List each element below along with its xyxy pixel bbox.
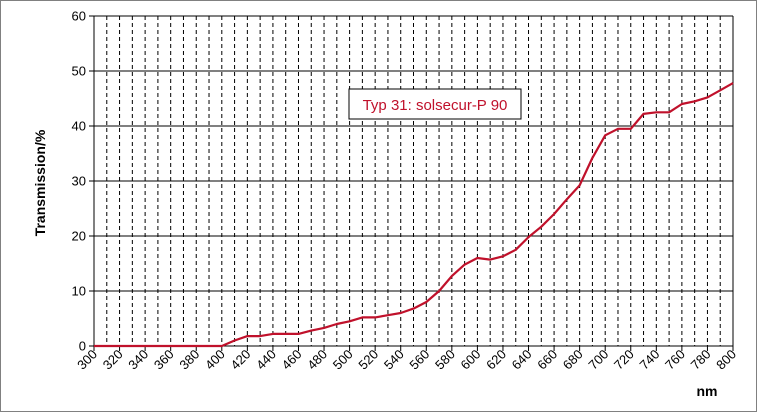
x-tick-label: 500 bbox=[330, 347, 356, 373]
y-tick-label: 10 bbox=[72, 284, 86, 299]
x-tick-label: 380 bbox=[176, 347, 202, 373]
x-tick-label: 460 bbox=[279, 347, 305, 373]
x-tick-label: 420 bbox=[228, 347, 254, 373]
x-tick-label: 400 bbox=[202, 347, 228, 373]
x-tick-label: 660 bbox=[534, 347, 560, 373]
x-tick-label: 740 bbox=[636, 347, 662, 373]
x-tick-label: 480 bbox=[304, 347, 330, 373]
legend: Typ 31: solsecur-P 90 bbox=[348, 88, 522, 120]
x-tick-label: 680 bbox=[560, 347, 586, 373]
series-line-0 bbox=[94, 82, 734, 348]
x-tick-label: 580 bbox=[432, 347, 458, 373]
x-tick-label: 640 bbox=[509, 347, 535, 373]
y-tick-label: 20 bbox=[72, 229, 86, 244]
x-tick-label: 520 bbox=[355, 347, 381, 373]
y-tick-label: 0 bbox=[79, 339, 86, 354]
axes bbox=[89, 15, 734, 351]
x-tick-label: 360 bbox=[151, 347, 177, 373]
y-tick-label: 40 bbox=[72, 119, 86, 134]
x-tick-label: 780 bbox=[688, 347, 714, 373]
legend-label: Typ 31: solsecur-P 90 bbox=[363, 97, 508, 114]
x-axis-title: nm bbox=[697, 383, 718, 399]
y-axis-title: Transmission/% bbox=[32, 129, 48, 236]
x-tick-label: 700 bbox=[585, 347, 611, 373]
x-tick-label: 320 bbox=[100, 347, 126, 373]
grid bbox=[94, 15, 733, 346]
x-tick-label: 600 bbox=[458, 347, 484, 373]
y-tick-label: 50 bbox=[72, 64, 86, 79]
x-tick-label: 540 bbox=[381, 347, 407, 373]
legend-box bbox=[348, 88, 522, 120]
y-tick-label: 30 bbox=[72, 174, 86, 189]
x-tick-label: 560 bbox=[406, 347, 432, 373]
x-tick-label: 760 bbox=[662, 347, 688, 373]
x-tick-label: 440 bbox=[253, 347, 279, 373]
series-layer bbox=[94, 82, 734, 348]
x-tick-label: 620 bbox=[483, 347, 509, 373]
x-tick-label: 800 bbox=[713, 347, 739, 373]
x-tick-label: 720 bbox=[611, 347, 637, 373]
x-tick-label: 340 bbox=[125, 347, 151, 373]
y-tick-label: 60 bbox=[72, 9, 86, 24]
